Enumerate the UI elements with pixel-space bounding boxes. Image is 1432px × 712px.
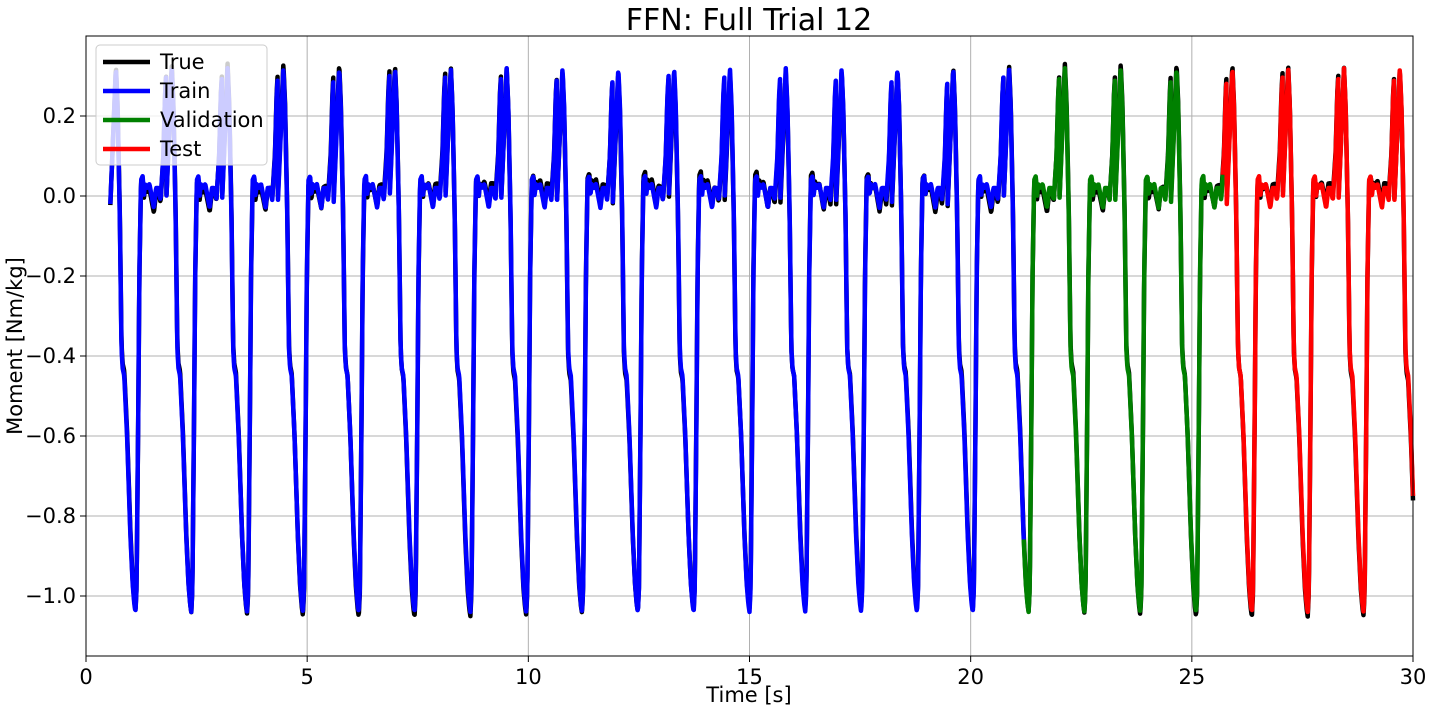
series-line-test <box>1220 65 1416 615</box>
y-tick-label: −0.8 <box>25 504 76 528</box>
series-line-validation <box>1021 65 1226 615</box>
y-tick-label: 0.2 <box>43 104 76 128</box>
x-axis-label: Time [s] <box>705 683 791 707</box>
legend-label: Validation <box>160 108 264 132</box>
x-tick-label: 30 <box>1400 665 1427 689</box>
y-tick-label: −1.0 <box>25 584 76 608</box>
legend-box <box>95 44 268 166</box>
x-tick-label: 0 <box>79 665 92 689</box>
chart-title: FFN: Full Trial 12 <box>626 3 872 38</box>
x-tick-label: 15 <box>736 665 763 689</box>
x-tick-label: 10 <box>515 665 542 689</box>
legend-label: Train <box>159 79 210 103</box>
legend-label: Test <box>159 137 201 161</box>
y-axis-label: Moment [Nm/kg] <box>3 257 27 435</box>
y-tick-label: 0.0 <box>43 184 76 208</box>
y-axis-ticks: 0.2 0.0 −0.2 −0.4 −0.6 −0.8 −1.0 <box>25 104 86 608</box>
legend: True Train Validation Test <box>95 44 268 166</box>
x-tick-label: 5 <box>300 665 313 689</box>
legend-label: True <box>159 50 205 74</box>
y-tick-label: −0.6 <box>25 424 76 448</box>
x-axis-ticks: 0 5 10 15 20 25 30 <box>79 656 1426 689</box>
y-tick-label: −0.2 <box>25 264 76 288</box>
y-tick-label: −0.4 <box>25 344 76 368</box>
series-line-train <box>108 65 1026 615</box>
x-tick-label: 25 <box>1178 665 1205 689</box>
x-tick-label: 20 <box>957 665 984 689</box>
series-layer <box>108 61 1416 619</box>
